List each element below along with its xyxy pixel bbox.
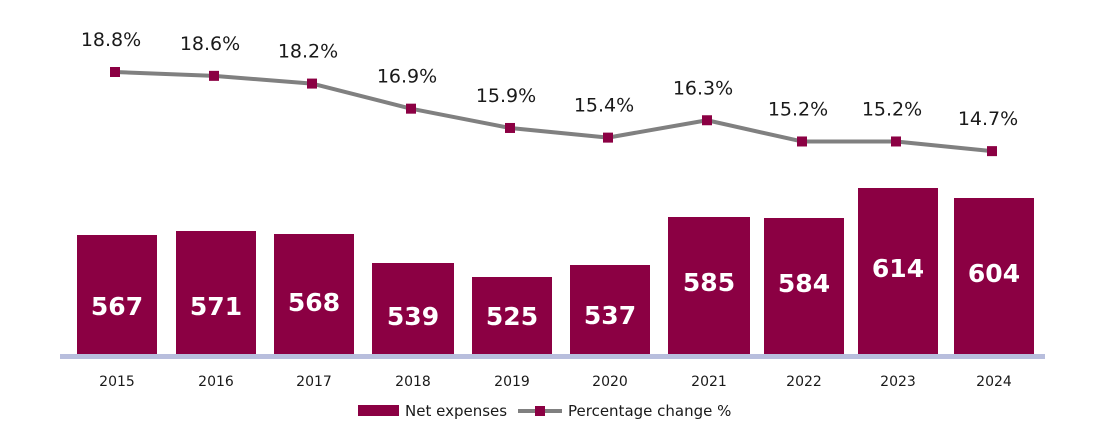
line-label-2021: 16.3% <box>673 77 733 99</box>
x-axis-line <box>60 354 1045 359</box>
bar-label-2019: 525 <box>486 302 538 331</box>
bar-label-2015: 567 <box>91 292 143 321</box>
bar-label-2017: 568 <box>288 288 340 317</box>
legend-label-net-expenses: Net expenses <box>405 402 507 420</box>
bar-2016 <box>176 231 256 354</box>
bar-2017 <box>274 234 354 354</box>
line-marker-2020 <box>603 132 613 143</box>
line-label-2018: 16.9% <box>377 66 437 88</box>
bar-label-2024: 604 <box>968 259 1020 288</box>
line-marker-2019 <box>505 122 515 133</box>
bars-layer: 567 571 568 539 525 537 585 584 614 604 <box>77 188 1034 354</box>
legend-marker-percentage-change <box>535 406 545 416</box>
x-tick-label-2017: 2017 <box>296 374 332 390</box>
bar-2022 <box>764 218 844 354</box>
line-marker-2015 <box>110 67 120 77</box>
line-label-2016: 18.6% <box>180 33 240 55</box>
x-tick-label-2024: 2024 <box>976 374 1012 390</box>
line-marker-2022 <box>797 136 807 147</box>
bar-label-2020: 537 <box>584 301 636 330</box>
x-tick-label-2023: 2023 <box>880 374 916 390</box>
line-marker-2024 <box>987 146 997 157</box>
bar-2023 <box>858 188 938 354</box>
bar-label-2016: 571 <box>190 292 242 321</box>
x-tick-label-2020: 2020 <box>592 374 628 390</box>
x-tick-label-2022: 2022 <box>786 374 822 390</box>
x-tick-label-2021: 2021 <box>691 374 727 390</box>
line-label-2019: 15.9% <box>476 85 536 107</box>
bar-label-2022: 584 <box>778 269 830 298</box>
x-tick-label-2015: 2015 <box>99 374 135 390</box>
legend: Net expenses Percentage change % <box>358 402 731 420</box>
line-marker-2023 <box>891 136 901 147</box>
x-tick-label-2019: 2019 <box>494 374 530 390</box>
bar-2018 <box>372 263 454 354</box>
line-marker-2017 <box>307 78 317 89</box>
bar-2020 <box>570 265 650 354</box>
line-label-2023: 15.2% <box>862 98 922 120</box>
bar-label-2021: 585 <box>683 268 735 297</box>
x-tick-label-2018: 2018 <box>395 374 431 390</box>
legend-label-percentage-change: Percentage change % <box>568 402 731 420</box>
x-axis-ticks: 2015 2016 2017 2018 2019 2020 2021 2022 2023 2024 <box>99 374 1012 390</box>
line-label-2020: 15.4% <box>574 95 634 117</box>
line-label-2024: 14.7% <box>958 108 1018 130</box>
bar-2015 <box>77 235 157 354</box>
percentage-change-line <box>114 70 993 154</box>
bar-label-2018: 539 <box>387 302 439 331</box>
line-label-2015: 18.8% <box>81 29 141 51</box>
bar-2019 <box>472 277 552 354</box>
line-layer: 18.8% 18.6% 18.2% 16.9% 15.9% 15.4% 16.3% 15.2%… <box>81 29 1018 157</box>
legend-swatch-net-expenses <box>358 405 399 416</box>
line-label-2017: 18.2% <box>278 41 338 63</box>
line-label-2022: 15.2% <box>768 98 828 120</box>
line-marker-2018 <box>406 103 416 114</box>
bar-2024 <box>954 198 1034 354</box>
line-marker-2016 <box>209 70 219 81</box>
bar-2021 <box>668 217 750 354</box>
bar-label-2023: 614 <box>872 254 924 283</box>
line-marker-2021 <box>702 115 712 126</box>
x-tick-label-2016: 2016 <box>198 374 234 390</box>
